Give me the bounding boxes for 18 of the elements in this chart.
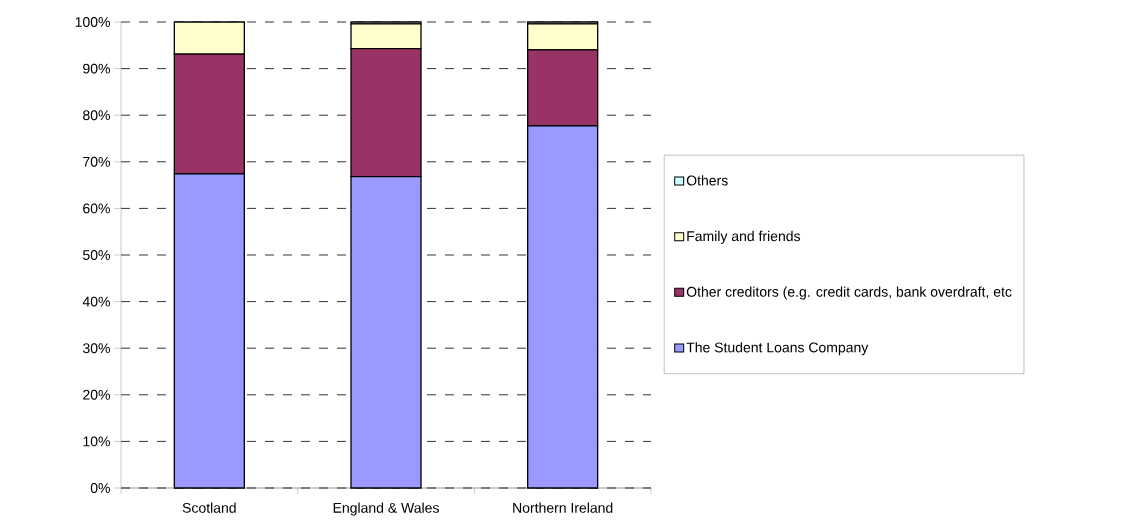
y-tick-label: 40% [82, 296, 110, 307]
x-tick-label: Northern Ireland [513, 502, 613, 513]
y-tick-label: 30% [82, 343, 110, 354]
y-tick-label: 80% [83, 110, 110, 121]
y-tick-label: 50% [83, 250, 110, 260]
y-tick-label: 90% [83, 63, 110, 74]
y-tick-label: 60% [83, 203, 110, 214]
legend-label: The Student Loans Company [686, 342, 869, 356]
y-tick-label: 70% [83, 156, 110, 167]
y-tick-label: 0% [90, 483, 110, 493]
legend-label: Other creditors (e.g. credit cards, bank overdraft, etc [686, 286, 1012, 300]
x-tick-label: Scotland [182, 502, 236, 513]
y-tick-label: 10% [83, 436, 110, 447]
x-tick-label: England & Wales [333, 502, 439, 516]
y-tick-label: 100% [75, 17, 110, 27]
legend-label: Family and friends [687, 230, 801, 244]
y-tick-label: 20% [83, 389, 110, 400]
legend-label: Others [686, 175, 728, 186]
